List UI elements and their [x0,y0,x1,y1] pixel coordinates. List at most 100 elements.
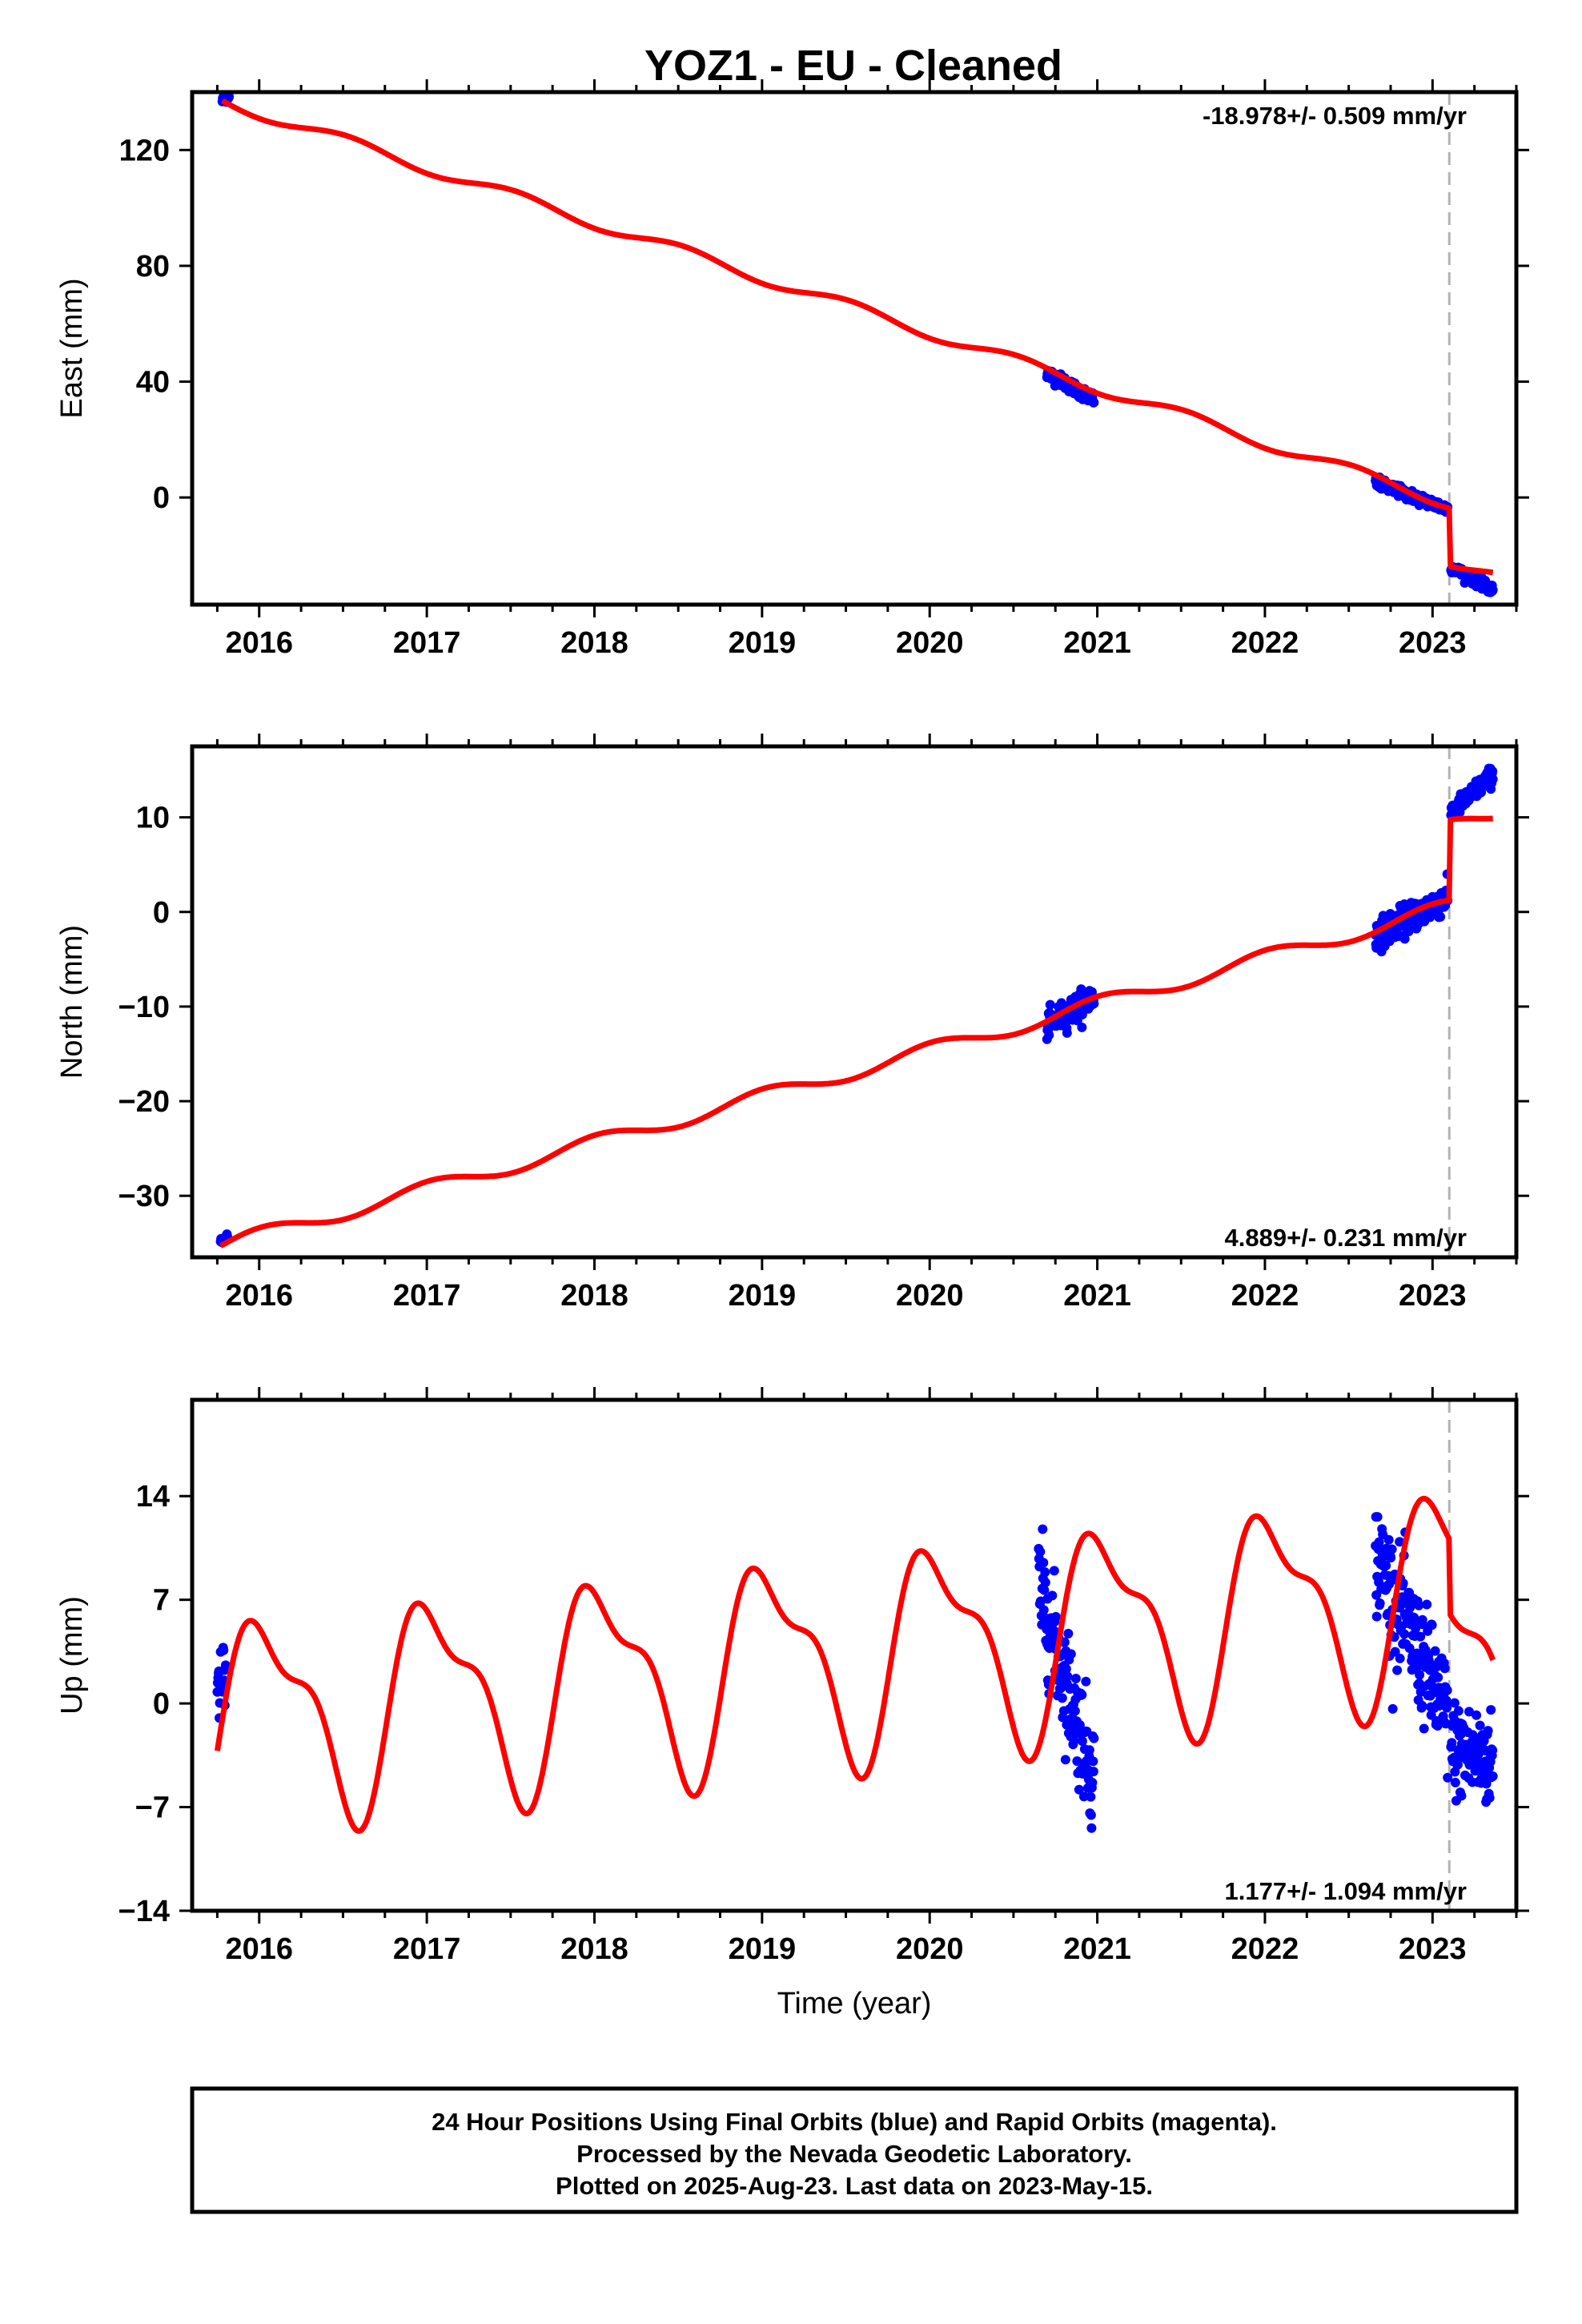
y-tick-label: −30 [118,1180,170,1213]
data-point [1038,1605,1049,1615]
data-point [1086,1810,1096,1820]
data-point [1047,1590,1058,1601]
y-tick-label: 40 [136,366,170,400]
data-point [1453,1706,1464,1716]
footer-line-1: 24 Hour Positions Using Final Orbits (bl… [432,2108,1277,2136]
data-point [1063,1628,1074,1638]
data-point [1050,1611,1061,1622]
data-point [1375,1598,1385,1609]
data-point [1433,1672,1443,1683]
model-curve [219,815,1495,1248]
rate-annotation: 4.889+/- 0.231 mm/yr [1225,1224,1467,1252]
data-point [1395,1653,1405,1663]
data-point [1414,1600,1424,1610]
panel-east: 2016 2017 2018 2019 2020 2021 2022 2023 0 40 80 120… [55,79,1529,660]
x-tick-label: 2016 [225,1279,293,1313]
data-point [1089,397,1099,408]
footer-line-3: Plotted on 2025-Aug-23. Last data on 202… [556,2172,1153,2200]
data-point [1383,1534,1394,1545]
data-point [1442,1685,1452,1695]
x-tick-label: 2017 [393,626,461,660]
data-point [1069,1735,1079,1746]
data-point [1415,1631,1426,1642]
data-point [1057,1693,1067,1703]
data-point [1040,1567,1050,1578]
x-tick-label: 2023 [1399,626,1467,660]
y-tick-label: −10 [118,991,170,1024]
data-point [1442,1703,1452,1713]
data-point [1084,1745,1094,1755]
data-point [1077,1736,1087,1747]
data-point [1488,585,1498,595]
data-point [1422,1599,1432,1610]
data-point [1038,1558,1049,1568]
data-point [1371,1611,1382,1622]
data-point [1464,1707,1474,1717]
data-point [1386,1553,1396,1563]
data-point [1077,1690,1087,1700]
data-point [1062,1027,1072,1038]
data-point [1059,1637,1070,1647]
data-point [220,1660,231,1671]
data-point [1088,1756,1098,1767]
y-axis-label: North (mm) [55,925,89,1079]
x-tick-label: 2022 [1231,1279,1299,1313]
y-tick-label: 80 [136,250,170,283]
y-axis-label: East (mm) [55,278,89,418]
x-tick-label: 2020 [896,1279,964,1313]
data-point [1447,1738,1457,1748]
data-point [1419,1723,1429,1734]
data-point [224,92,235,102]
plot-area [215,746,1498,1257]
data-point [1483,1726,1493,1736]
y-tick-label: −14 [118,1895,170,1928]
data-point [1089,1733,1099,1743]
data-point [1415,1670,1425,1680]
x-tick-label: 2020 [896,1932,964,1966]
data-point [1395,1537,1405,1547]
y-tick-label: 7 [153,1584,170,1618]
data-point [1381,1560,1391,1570]
data-point [1086,1791,1096,1802]
data-point [1435,911,1446,922]
x-tick-label: 2019 [729,626,797,660]
y-tick-label: 10 [136,802,170,835]
data-point [1070,1673,1081,1683]
data-point [1399,934,1410,944]
data-point [1427,1620,1437,1630]
data-point [1430,1646,1440,1656]
data-point [1424,1658,1435,1668]
plot-area [212,1400,1498,1911]
rate-annotation: -18.978+/- 0.509 mm/yr [1203,102,1467,130]
data-point [1450,1777,1460,1787]
x-tick-label: 2019 [729,1279,797,1313]
data-point [1088,1767,1098,1777]
x-tick-label: 2018 [560,1279,628,1313]
data-point [1044,1030,1054,1040]
data-point [1049,1566,1059,1576]
data-point [1070,1706,1080,1716]
x-tick-label: 2018 [560,1932,628,1966]
y-tick-label: 14 [136,1480,170,1514]
data-point [1441,1695,1452,1706]
data-point [1452,1759,1463,1770]
panel-up: 2016 2017 2018 2019 2020 2021 2022 2023 −14 −7 0 7 1… [55,1387,1529,2020]
x-tick-label: 2017 [393,1932,461,1966]
y-axis-label: Up (mm) [55,1596,89,1715]
data-point [1417,1700,1427,1711]
data-point [1449,1698,1460,1708]
data-point [1074,1784,1084,1795]
x-tick-label: 2020 [896,626,964,660]
panel-frame [190,744,1519,1260]
data-point [1486,1705,1496,1715]
data-point [1060,1755,1070,1765]
data-point [1387,1544,1397,1554]
y-tick-label: −7 [135,1791,170,1825]
x-tick-label: 2018 [560,626,628,660]
data-point [1418,1619,1428,1630]
data-point [1403,926,1414,936]
y-tick-label: −20 [118,1085,170,1119]
figure-title: YOZ1 - EU - Cleaned [644,42,1062,90]
data-point [1390,1647,1400,1657]
data-point [1456,1791,1467,1801]
